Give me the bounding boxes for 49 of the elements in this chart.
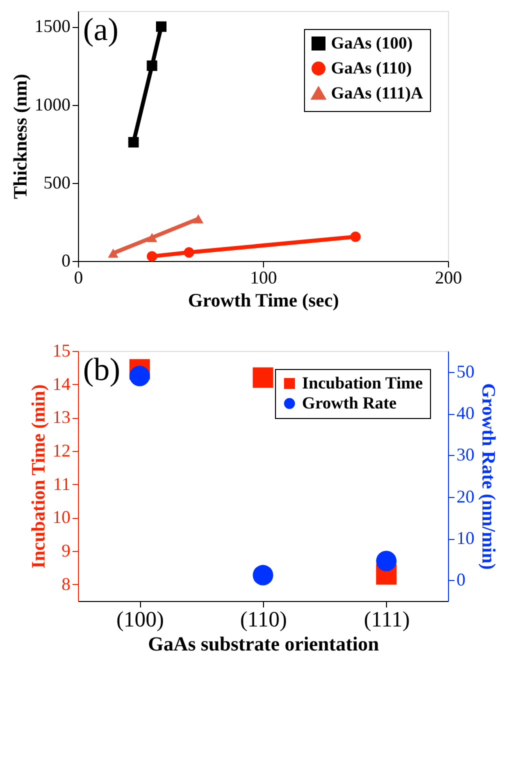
x-axis-title: GaAs substrate orientation [148,634,380,656]
y2-tick-label: 0 [456,570,466,590]
y-tick-label: 9 [62,540,70,560]
y2-tick-label: 20 [456,486,474,506]
y2-tick-label: 10 [456,528,474,548]
x-axis-title: Growth Time (sec) [188,290,339,312]
x-tick-label: 0 [74,268,83,288]
point [252,564,274,586]
y2-axis-title: Growth Rate (nm/min) [478,383,498,570]
y-tick-label: 1500 [34,16,70,36]
point [376,550,397,572]
point [146,60,158,71]
y-tick-label: 11 [53,474,70,494]
legend-label: GaAs (100) [331,34,413,52]
x-tick-label: (111) [364,606,410,632]
y-tick-label: 500 [44,172,70,192]
point [252,367,274,388]
y-tick-label: 14 [52,374,70,394]
x-tick-label: 200 [435,268,462,288]
annotation: (b) [83,351,120,387]
legend-label: GaAs (110) [331,58,412,78]
y-axis-title: Thickness (nm) [10,74,32,200]
y-tick-label: 10 [52,507,70,528]
y-tick-label: 15 [52,340,70,360]
legend-label: Growth Rate [302,394,398,412]
point [350,232,361,242]
y-tick-label: 12 [52,440,70,460]
point [146,251,158,262]
annotation: (a) [83,11,119,47]
y-tick-label: 8 [62,574,70,594]
y-axis-title: Incubation Time (min) [28,384,50,569]
point [108,248,118,258]
y2-tick-label: 30 [456,444,474,465]
point [128,137,139,148]
point [193,214,204,224]
y2-tick-label: 50 [456,361,474,382]
x-tick-label: (100) [116,606,164,632]
point [184,247,194,258]
point [146,233,158,242]
y2-tick-label: 40 [456,403,474,423]
y-tick-label: 1000 [34,94,70,114]
point [156,21,166,32]
y-tick-label: 0 [62,250,70,270]
point [129,366,150,386]
x-tick-label: 100 [250,268,277,288]
legend-label: GaAs (111)A [331,84,424,102]
legend-label: Incubation Time [302,374,424,392]
y-tick-label: 13 [52,407,70,428]
x-tick-label: (110) [240,606,287,632]
